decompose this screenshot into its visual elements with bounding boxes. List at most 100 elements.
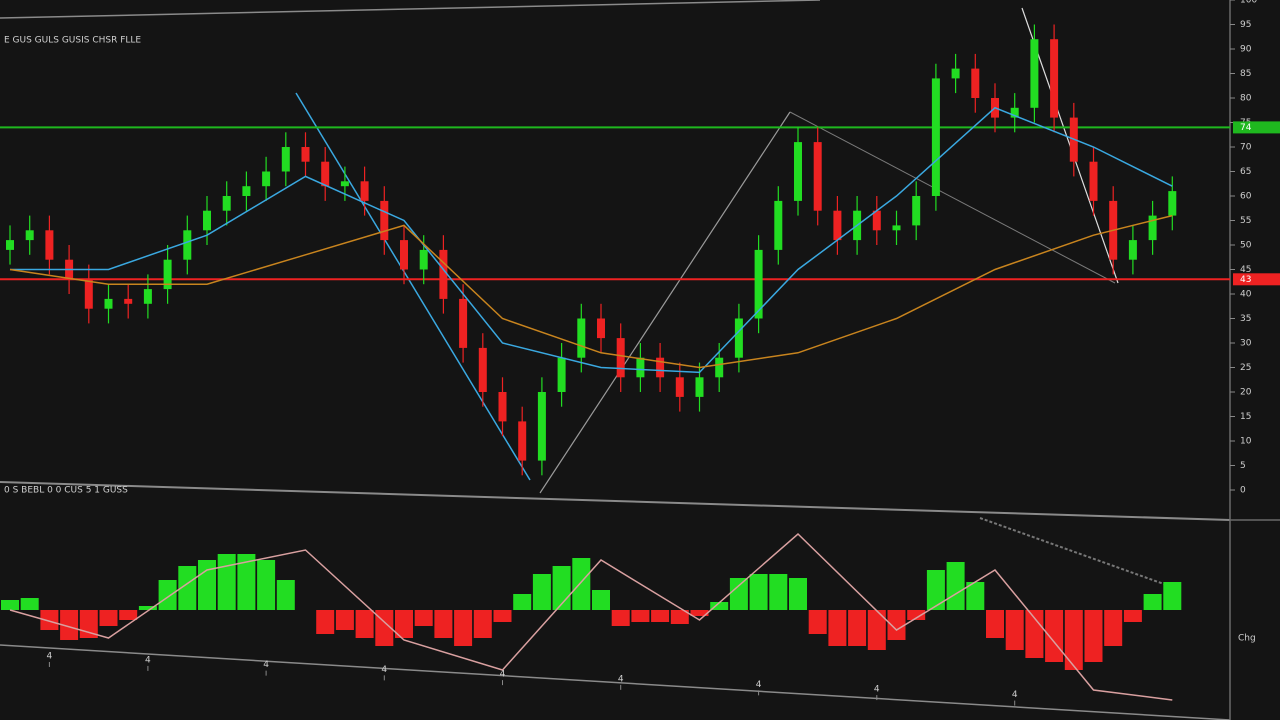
x-tick-label: 4 <box>1012 690 1018 700</box>
histogram-bar <box>1084 610 1103 662</box>
candle-body <box>912 196 921 226</box>
candle-body <box>321 161 330 187</box>
histogram-bar <box>1064 610 1083 670</box>
candle-body <box>1148 215 1157 241</box>
histogram-bar <box>749 574 768 610</box>
candle-body <box>518 421 527 461</box>
histogram-bar <box>217 554 236 610</box>
candle-body <box>616 338 625 378</box>
candle-body <box>340 181 349 187</box>
candle-body <box>360 181 369 201</box>
histogram-bar <box>513 594 532 610</box>
chart-title: E GUS GULS GUSIS CHSR FLLE <box>4 36 141 46</box>
trend-line <box>789 111 1116 284</box>
histogram-bar <box>198 560 216 610</box>
x-tick-label: 4 <box>500 670 506 680</box>
histogram-bar <box>276 580 295 610</box>
candle-body <box>419 249 428 270</box>
trend-line <box>295 92 531 481</box>
y-tick-label: 15 <box>1240 412 1251 422</box>
candle-body <box>715 357 724 378</box>
x-tick-label: 4 <box>874 685 880 695</box>
candle-body <box>143 289 152 304</box>
x-tick-label: 4 <box>47 651 53 661</box>
candle-body <box>262 171 271 187</box>
histogram-bar <box>178 566 197 610</box>
x-tick-label: 4 <box>145 655 151 665</box>
y-tick-label: 30 <box>1240 339 1252 349</box>
histogram-bar <box>848 610 867 646</box>
histogram-bar <box>1123 610 1142 622</box>
y-tick-label: 35 <box>1240 314 1251 324</box>
candle-body <box>281 147 290 172</box>
histogram-bar <box>592 590 610 610</box>
histogram-bar <box>1104 610 1123 646</box>
histogram-bar <box>867 610 886 650</box>
y-tick-label: 45 <box>1240 265 1251 275</box>
candle-body <box>656 357 665 378</box>
histogram-bar <box>119 610 138 620</box>
indicator-line <box>9 214 1173 369</box>
histogram-bar <box>1005 610 1024 650</box>
candle-body <box>400 240 408 270</box>
candle-body <box>794 142 802 201</box>
histogram-bar <box>532 574 551 610</box>
candle-body <box>183 230 192 260</box>
histogram-bar <box>729 578 748 610</box>
candle-body <box>84 279 93 309</box>
candle-body <box>1089 161 1098 201</box>
histogram-bar <box>99 610 118 626</box>
histogram-bar <box>473 610 492 638</box>
histogram-bar <box>907 610 926 620</box>
candle-body <box>203 210 211 231</box>
histogram-bar <box>395 610 413 638</box>
candle-body <box>380 200 389 241</box>
indicator-label: Chg <box>1238 634 1256 644</box>
candle-body <box>301 147 310 162</box>
candle-body <box>537 392 546 461</box>
histogram-bar <box>769 574 788 610</box>
candle-body <box>439 249 448 299</box>
histogram-bar <box>1143 594 1162 610</box>
histogram-bar <box>611 610 630 626</box>
histogram-bar <box>434 610 453 638</box>
y-tick-label: 90 <box>1240 45 1252 55</box>
y-tick-label: 60 <box>1240 192 1252 202</box>
candle-body <box>163 259 172 290</box>
histogram-bar <box>355 610 374 638</box>
histogram-bar <box>40 610 59 630</box>
trend-line <box>979 517 1176 589</box>
histogram-bar <box>493 610 512 622</box>
histogram-bar <box>789 578 807 610</box>
histogram-bar <box>572 558 591 610</box>
histogram-bar <box>414 610 433 626</box>
candle-body <box>872 210 881 231</box>
histogram-bar <box>887 610 906 640</box>
candle-body <box>675 377 684 397</box>
candle-body <box>754 249 763 319</box>
histogram-bar <box>375 610 394 646</box>
candle-body <box>931 78 940 196</box>
y-tick-label: 65 <box>1240 167 1251 177</box>
trend-line <box>539 111 791 494</box>
candle-body <box>557 357 566 392</box>
y-tick-label: 20 <box>1240 388 1252 398</box>
candle-body <box>222 196 231 211</box>
candle-body <box>833 210 842 241</box>
y-tick-label: 80 <box>1240 94 1252 104</box>
level-marker <box>1233 273 1280 286</box>
candle-body <box>6 240 14 250</box>
histogram-bar <box>946 562 965 610</box>
candle-body <box>25 230 34 241</box>
histogram-bar <box>316 610 335 634</box>
candle-body <box>951 68 960 79</box>
histogram-bar <box>138 606 157 610</box>
histogram-bar <box>1045 610 1064 662</box>
histogram-bar <box>335 610 354 630</box>
candle-body <box>104 298 113 309</box>
y-tick-label: 95 <box>1240 20 1251 30</box>
candle-body <box>45 230 54 260</box>
histogram-bar <box>257 560 276 610</box>
y-tick-label: 25 <box>1240 363 1251 373</box>
